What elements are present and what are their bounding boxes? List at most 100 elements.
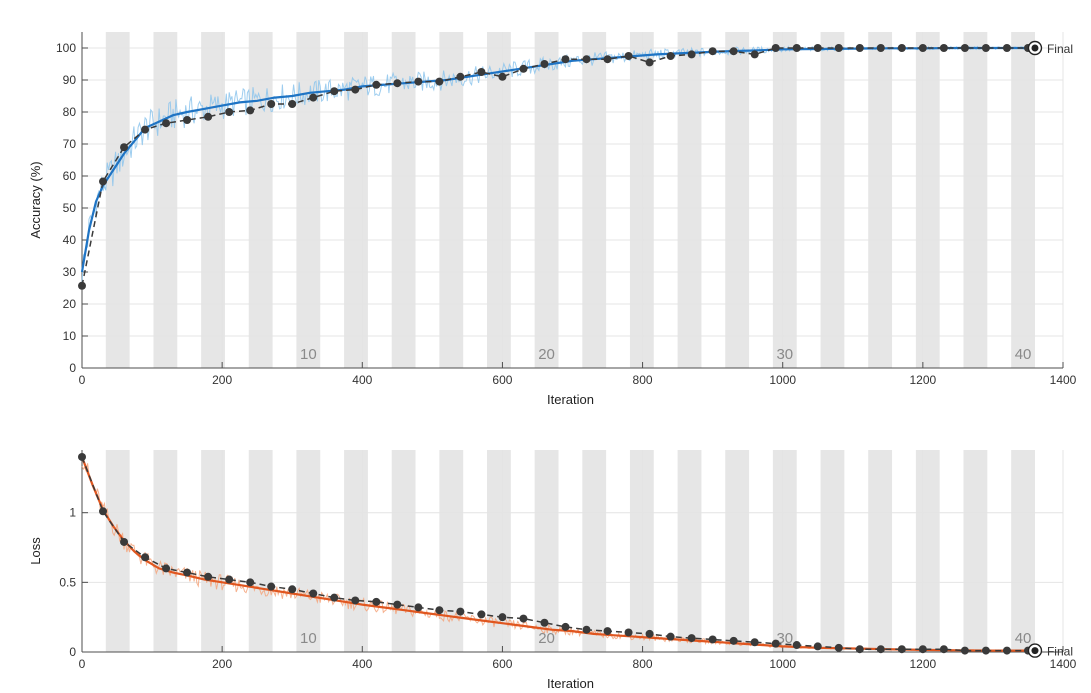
validation-point: [246, 106, 255, 115]
final-marker-dot: [1031, 44, 1039, 52]
y-tick-label: 0.5: [59, 575, 76, 589]
epoch-band: [725, 450, 750, 652]
epoch-band: [391, 450, 416, 652]
validation-point: [582, 55, 591, 64]
epoch-band: [772, 32, 797, 368]
validation-point: [939, 44, 948, 52]
x-tick-label: 800: [633, 373, 653, 387]
y-tick-label: 70: [63, 137, 77, 151]
validation-point: [204, 572, 213, 581]
validation-point: [393, 600, 402, 609]
epoch-band: [391, 32, 416, 368]
y-tick-label: 40: [63, 233, 77, 247]
y-tick-label: 50: [63, 201, 77, 215]
x-tick-label: 1400: [1050, 657, 1077, 671]
loss-panel: 10 20 30 400 200 400 600 800 1000 1200 140000.51It…: [28, 450, 1077, 691]
validation-point: [99, 507, 108, 516]
x-tick-label: 0: [79, 373, 86, 387]
validation-point: [78, 281, 86, 290]
validation-point: [477, 68, 486, 76]
y-tick-label: 0: [69, 645, 76, 659]
validation-point: [876, 645, 885, 654]
validation-point: [750, 50, 759, 59]
x-tick-label: 1000: [769, 373, 796, 387]
validation-point: [855, 645, 864, 654]
y-tick-label: 1: [69, 506, 76, 520]
x-tick-label: 400: [352, 373, 372, 387]
validation-point: [498, 613, 507, 622]
validation-point: [687, 634, 696, 643]
y-tick-label: 90: [63, 73, 77, 87]
validation-point: [393, 79, 402, 88]
validation-point: [435, 77, 444, 86]
epoch-label: 10: [300, 346, 317, 363]
epoch-band: [582, 32, 607, 368]
x-tick-label: 1200: [910, 373, 937, 387]
x-tick-label: 1200: [910, 657, 937, 671]
validation-point: [645, 629, 654, 638]
validation-point: [351, 596, 360, 605]
epoch-label: 20: [538, 630, 555, 647]
validation-point: [624, 52, 633, 60]
validation-point: [162, 119, 171, 128]
epoch-band: [344, 450, 368, 652]
validation-point: [288, 100, 297, 108]
validation-point: [162, 564, 171, 573]
validation-point: [624, 628, 633, 637]
validation-point: [582, 625, 591, 634]
validation-point: [519, 64, 528, 73]
x-tick-label: 800: [633, 657, 653, 671]
validation-point: [309, 589, 318, 598]
validation-point: [855, 44, 864, 52]
validation-point: [309, 93, 318, 102]
validation-point: [99, 177, 108, 186]
epoch-band: [296, 32, 321, 368]
epoch-band: [963, 32, 988, 368]
x-tick-label: 1000: [769, 657, 796, 671]
epoch-band: [868, 32, 893, 368]
validation-point: [372, 80, 381, 89]
validation-point: [645, 58, 654, 67]
validation-point: [183, 568, 192, 577]
y-tick-label: 20: [63, 297, 77, 311]
epoch-band: [153, 450, 178, 652]
validation-point: [981, 646, 990, 655]
validation-point: [351, 85, 360, 94]
validation-point: [78, 452, 86, 461]
validation-point: [603, 55, 612, 64]
x-tick-label: 600: [492, 657, 512, 671]
epoch-label: 30: [776, 630, 793, 647]
y-tick-label: 80: [63, 105, 77, 119]
epoch-band: [1011, 450, 1035, 652]
epoch-band: [820, 32, 845, 368]
epoch-band: [820, 450, 845, 652]
y-tick-label: 60: [63, 169, 77, 183]
epoch-band: [868, 450, 893, 652]
epoch-label: 40: [1015, 346, 1032, 363]
plot-area: [82, 32, 1063, 368]
validation-point: [792, 641, 801, 650]
epoch-band: [915, 450, 940, 652]
validation-point: [477, 610, 486, 619]
epoch-band: [629, 32, 654, 368]
validation-point: [120, 537, 129, 546]
validation-point: [729, 47, 738, 56]
validation-point: [267, 100, 276, 108]
accuracy-panel: 10 20 30 400 200 400 600 800 1000 1200 14000102030…: [28, 32, 1077, 407]
final-marker-dot: [1031, 647, 1039, 655]
validation-point: [939, 645, 948, 654]
final-label: Final: [1047, 645, 1073, 659]
epoch-band: [153, 32, 178, 368]
epoch-label: 40: [1015, 630, 1032, 647]
validation-point: [267, 582, 276, 591]
validation-point: [813, 642, 822, 651]
x-tick-label: 1400: [1050, 373, 1077, 387]
x-tick-label: 0: [79, 657, 86, 671]
validation-point: [960, 646, 969, 655]
epoch-band: [534, 32, 559, 368]
epoch-band: [1011, 32, 1035, 368]
validation-point: [246, 578, 255, 587]
validation-point: [981, 44, 990, 52]
